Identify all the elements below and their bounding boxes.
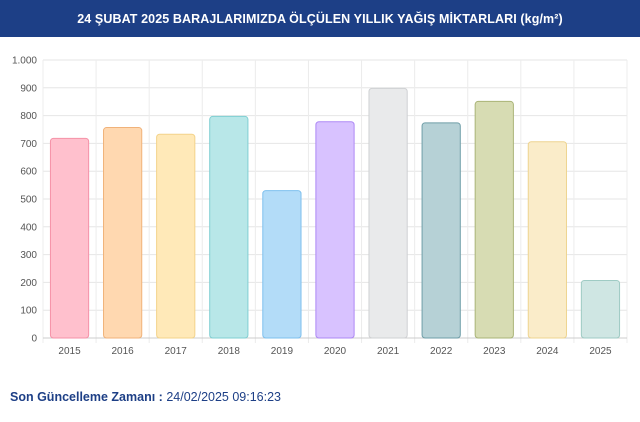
bar-2020[interactable] — [315, 121, 355, 339]
x-tick-label: 2017 — [165, 346, 188, 357]
bar-2019[interactable] — [262, 190, 302, 339]
bar-2015[interactable] — [49, 137, 90, 339]
last-updated-label: Son Güncelleme Zamanı : — [10, 390, 163, 404]
x-tick-label: 2020 — [324, 346, 347, 357]
y-tick-label: 0 — [31, 334, 37, 345]
bar-2025[interactable] — [580, 279, 621, 339]
last-updated: Son Güncelleme Zamanı : 24/02/2025 09:16… — [10, 390, 281, 404]
y-tick-label: 400 — [20, 222, 37, 233]
bar-2022[interactable] — [421, 122, 461, 339]
bar-chart: 0 100 200 300 400 500 600 700 800 900 1.000 2015 201… — [12, 56, 628, 357]
x-tick-label: 2023 — [483, 346, 506, 357]
y-tick-label: 300 — [20, 250, 37, 261]
last-updated-value: 24/02/2025 09:16:23 — [166, 390, 282, 404]
x-tick-label: 2015 — [58, 346, 81, 357]
bar-2017[interactable] — [156, 133, 196, 339]
chart-header: 24 ŞUBAT 2025 BARAJLARIMIZDA ÖLÇÜLEN YIL… — [0, 0, 640, 37]
x-tick-label: 2016 — [112, 346, 135, 357]
x-tick-label: 2021 — [377, 346, 400, 357]
bar-2023[interactable] — [474, 100, 514, 339]
x-tick-label: 2024 — [536, 346, 559, 357]
bar-2021[interactable] — [368, 87, 408, 339]
bar-2016[interactable] — [103, 127, 143, 339]
x-tick-label: 2025 — [589, 346, 612, 357]
bar-2018[interactable] — [209, 115, 249, 339]
y-tick-label: 800 — [20, 111, 37, 122]
x-tick-label: 2022 — [430, 346, 453, 357]
y-tick-label: 500 — [20, 195, 37, 206]
chart-title: 24 ŞUBAT 2025 BARAJLARIMIZDA ÖLÇÜLEN YIL… — [77, 11, 563, 26]
x-tick-label: 2018 — [218, 346, 241, 357]
chart-container: 0 100 200 300 400 500 600 700 800 900 1.000 2015 201… — [0, 37, 640, 372]
y-tick-label: 900 — [20, 83, 37, 94]
y-tick-label: 1.000 — [12, 56, 37, 67]
y-tick-label: 200 — [20, 278, 37, 289]
y-tick-label: 700 — [20, 139, 37, 150]
y-tick-label: 600 — [20, 167, 37, 178]
bar-2024[interactable] — [527, 141, 567, 339]
x-tick-label: 2019 — [271, 346, 294, 357]
y-tick-label: 100 — [20, 306, 37, 317]
